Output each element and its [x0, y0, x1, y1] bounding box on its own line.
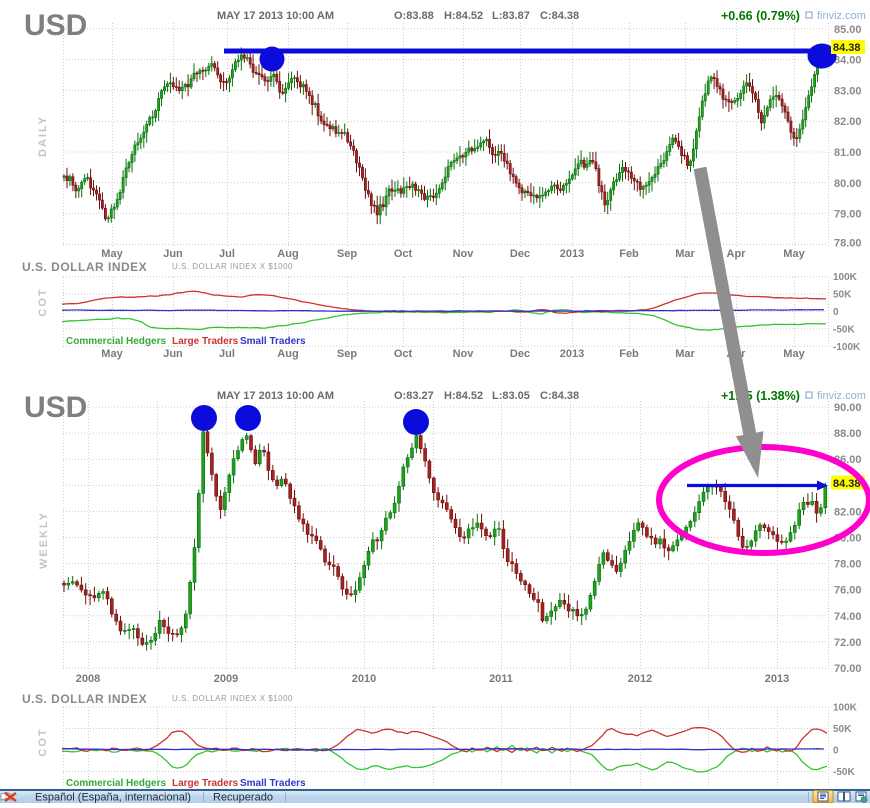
svg-text:Commercial Hedgers: Commercial Hedgers — [66, 778, 166, 789]
svg-text:2013: 2013 — [765, 673, 789, 685]
svg-text:Large Traders: Large Traders — [172, 336, 239, 347]
svg-text:WEEKLY: WEEKLY — [38, 511, 50, 569]
svg-text:Feb: Feb — [619, 248, 639, 260]
svg-text:C:84.38: C:84.38 — [540, 10, 579, 22]
svg-text:U.S. DOLLAR INDEX X $1000: U.S. DOLLAR INDEX X $1000 — [172, 694, 293, 703]
svg-text:Aug: Aug — [277, 248, 298, 260]
svg-text:Jul: Jul — [219, 248, 235, 260]
svg-text:Dec: Dec — [510, 248, 530, 260]
svg-text:Oct: Oct — [394, 248, 413, 260]
svg-text:USD: USD — [24, 391, 87, 424]
svg-text:84.00: 84.00 — [834, 55, 862, 67]
svg-text:U.S. DOLLAR INDEX X $1000: U.S. DOLLAR INDEX X $1000 — [172, 262, 293, 271]
svg-text:100K: 100K — [833, 272, 858, 283]
svg-text:MAY 17 2013 10:00 AM: MAY 17 2013 10:00 AM — [217, 390, 334, 402]
svg-text:Oct: Oct — [394, 348, 413, 360]
svg-text:2013: 2013 — [560, 248, 584, 260]
svg-text:Dec: Dec — [510, 348, 530, 360]
svg-text:Small Traders: Small Traders — [240, 778, 306, 789]
svg-text:84.38: 84.38 — [833, 42, 861, 54]
svg-text:2011: 2011 — [489, 673, 513, 685]
svg-text:Recuperado: Recuperado — [213, 792, 273, 804]
svg-text:Commercial Hedgers: Commercial Hedgers — [66, 336, 166, 347]
svg-text:H:84.52: H:84.52 — [444, 10, 483, 22]
svg-text:L:83.05: L:83.05 — [492, 390, 530, 402]
svg-text:U.S. DOLLAR INDEX: U.S. DOLLAR INDEX — [22, 692, 147, 706]
svg-text:C:84.38: C:84.38 — [540, 390, 579, 402]
svg-text:+1.15 (1.38%): +1.15 (1.38%) — [721, 389, 800, 403]
svg-text:-100K: -100K — [833, 342, 861, 353]
svg-text:50K: 50K — [833, 724, 852, 735]
svg-text:90.00: 90.00 — [834, 402, 862, 414]
svg-text:L:83.87: L:83.87 — [492, 10, 530, 22]
svg-text:DAILY: DAILY — [37, 115, 49, 157]
svg-text:Aug: Aug — [277, 348, 298, 360]
svg-text:COT: COT — [37, 287, 49, 316]
svg-text:Jun: Jun — [163, 348, 183, 360]
svg-text:72.00: 72.00 — [834, 637, 862, 649]
svg-text:79.00: 79.00 — [834, 209, 862, 221]
svg-text:84.38: 84.38 — [833, 478, 861, 490]
svg-text:2012: 2012 — [628, 673, 652, 685]
svg-text:-50K: -50K — [833, 324, 855, 335]
svg-text:2010: 2010 — [352, 673, 376, 685]
svg-text:Sep: Sep — [337, 348, 357, 360]
svg-text:U.S. DOLLAR INDEX: U.S. DOLLAR INDEX — [22, 260, 147, 274]
svg-text:Mar: Mar — [675, 248, 695, 260]
svg-text:USD: USD — [24, 9, 87, 42]
svg-text:Feb: Feb — [619, 348, 639, 360]
svg-text:Mar: Mar — [675, 348, 695, 360]
svg-text:2009: 2009 — [214, 673, 238, 685]
svg-text:-50K: -50K — [833, 767, 855, 778]
svg-text:83.00: 83.00 — [834, 85, 862, 97]
svg-text:Apr: Apr — [727, 248, 747, 260]
svg-text:Nov: Nov — [453, 348, 475, 360]
svg-text:COT: COT — [37, 727, 49, 756]
svg-text:May: May — [783, 248, 805, 260]
svg-text:82.00: 82.00 — [834, 116, 862, 128]
svg-text:50K: 50K — [833, 290, 852, 301]
svg-text:2013: 2013 — [560, 348, 584, 360]
svg-text:76.00: 76.00 — [834, 585, 862, 597]
svg-text:MAY 17 2013 10:00 AM: MAY 17 2013 10:00 AM — [217, 10, 334, 22]
svg-text:Large Traders: Large Traders — [172, 778, 239, 789]
svg-text:82.00: 82.00 — [834, 506, 862, 518]
svg-text:2008: 2008 — [76, 673, 100, 685]
svg-text:88.00: 88.00 — [834, 428, 862, 440]
svg-text:May: May — [101, 348, 123, 360]
svg-text:0: 0 — [833, 307, 839, 318]
svg-text:78.00: 78.00 — [834, 237, 862, 249]
svg-text:78.00: 78.00 — [834, 559, 862, 571]
svg-text:70.00: 70.00 — [834, 663, 862, 675]
svg-text:O:83.88: O:83.88 — [394, 10, 434, 22]
svg-text:Jul: Jul — [219, 348, 235, 360]
svg-text:O:83.27: O:83.27 — [394, 390, 434, 402]
svg-text:finviz.com: finviz.com — [817, 390, 866, 402]
svg-text:Small Traders: Small Traders — [240, 336, 306, 347]
svg-text:0: 0 — [833, 746, 839, 757]
svg-text:80.00: 80.00 — [834, 178, 862, 190]
svg-text:May: May — [101, 248, 123, 260]
svg-text:100K: 100K — [833, 703, 858, 714]
svg-text:finviz.com: finviz.com — [817, 10, 866, 22]
svg-text:May: May — [783, 348, 805, 360]
svg-text:74.00: 74.00 — [834, 611, 862, 623]
svg-text:85.00: 85.00 — [834, 24, 862, 36]
svg-text:Jun: Jun — [163, 248, 183, 260]
svg-text:+0.66 (0.79%): +0.66 (0.79%) — [721, 9, 800, 23]
svg-text:Nov: Nov — [453, 248, 475, 260]
svg-text:81.00: 81.00 — [834, 147, 862, 159]
svg-text:H:84.52: H:84.52 — [444, 390, 483, 402]
svg-text:Sep: Sep — [337, 248, 357, 260]
svg-text:Español (España, internacional: Español (España, internacional) — [35, 792, 191, 804]
